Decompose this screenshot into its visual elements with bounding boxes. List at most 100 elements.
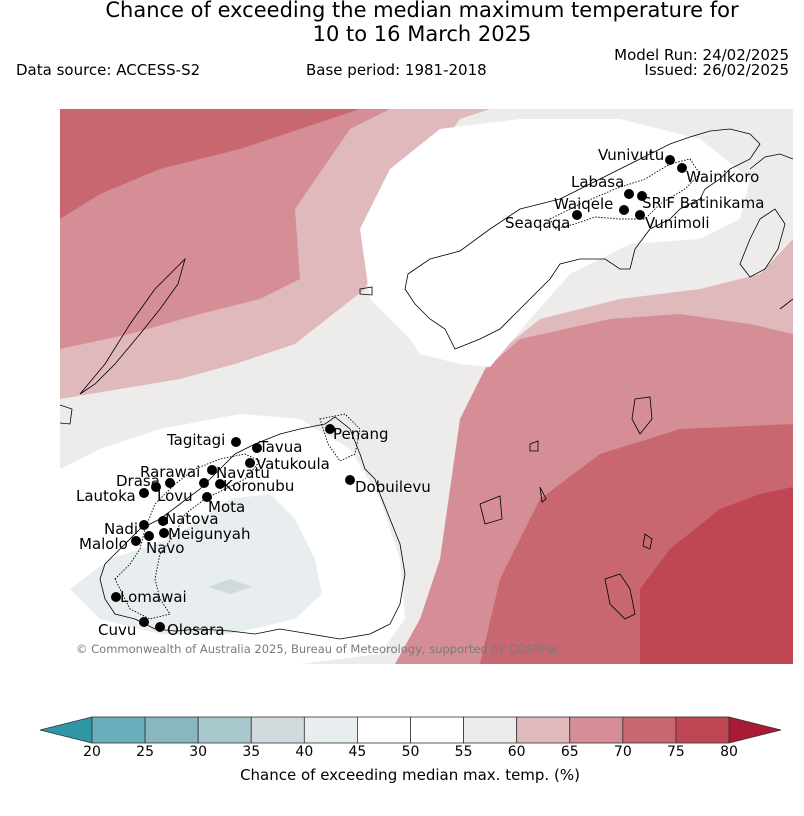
colorbar-segment <box>144 716 199 744</box>
location-label: Lautoka <box>76 487 136 505</box>
small-islet-2 <box>529 440 539 452</box>
location-label: Navo <box>146 539 184 557</box>
marker-cuvu <box>139 617 149 627</box>
yasawa-coast <box>79 257 186 395</box>
viti-levu-coast <box>99 416 406 640</box>
location-label: Tavua <box>258 438 302 456</box>
location-label: Drasa <box>116 472 160 490</box>
colorbar-tick-label: 75 <box>666 744 685 760</box>
colorbar-segment <box>569 716 624 744</box>
small-islet-4 <box>642 533 653 550</box>
band-75-80 <box>640 487 793 664</box>
colorbar-tick-label: 60 <box>507 744 526 760</box>
colorbar-segment <box>91 716 146 744</box>
colorbar-title: Chance of exceeding median max. temp. (%… <box>240 766 580 784</box>
location-label: Vunivutu <box>598 146 664 164</box>
ra-district-outline <box>319 413 361 462</box>
taveuni-coast <box>739 208 786 278</box>
marker-wainikoro <box>677 163 687 173</box>
colorbar-tick-label: 35 <box>242 744 261 760</box>
lau-islet-2 <box>479 495 503 525</box>
colorbar-tick-label: 40 <box>295 744 314 760</box>
vanua-levu-district-outline <box>549 158 701 230</box>
marker-lomawai <box>111 592 121 602</box>
colorbar-segment <box>622 716 677 744</box>
marker-navatu <box>199 478 209 488</box>
location-label: Meigunyah <box>168 525 250 543</box>
marker-navo <box>144 531 154 541</box>
band-45-55-north <box>360 119 750 367</box>
location-label: Tagitagi <box>166 431 225 449</box>
marker-natova <box>158 516 168 526</box>
west-islet <box>60 404 73 425</box>
colorbar-tick-label: 20 <box>83 744 101 760</box>
issued-label: Issued: 26/02/2025 <box>644 61 789 79</box>
marker-waiqele <box>619 205 629 215</box>
colorbar-segment <box>675 716 730 744</box>
marker-vatukoula <box>245 458 255 468</box>
base-period-label: Base period: 1981-2018 <box>306 61 487 79</box>
marker-olosara <box>155 622 165 632</box>
east-islets-coast <box>749 153 793 310</box>
location-label: Labasa <box>571 173 624 191</box>
location-label: Lovu <box>157 487 193 505</box>
small-islet-3 <box>539 486 547 503</box>
marker-tagitagi <box>231 437 241 447</box>
colorbar-tick-label: 50 <box>401 744 420 760</box>
marker-vunivutu <box>665 155 675 165</box>
lau-islet-1 <box>631 396 653 435</box>
location-label: Vunimoli <box>645 214 710 232</box>
location-label: Malolo <box>79 535 128 553</box>
title-line-1: Chance of exceeding the median maximum t… <box>105 0 739 22</box>
colorbar-tick-label: 25 <box>136 744 154 760</box>
kadavu-coast <box>604 573 636 620</box>
marker-seaqaqa <box>572 210 582 220</box>
colorbar-tick-label: 80 <box>720 744 738 760</box>
colorbar-segment <box>516 716 571 744</box>
location-label: Lomawai <box>120 588 187 606</box>
colorbar-segment <box>303 716 358 744</box>
location-label: SRIF Batinikama <box>642 194 764 212</box>
location-label: Cuvu <box>98 621 136 639</box>
location-label: Koronubu <box>223 477 294 495</box>
colorbar-segment <box>410 716 464 744</box>
copyright-note: © Commonwealth of Australia 2025, Bureau… <box>76 642 560 656</box>
colorbar-segment <box>463 716 518 744</box>
colorbar-tick-label: 30 <box>189 744 208 760</box>
colorbar-segment <box>357 716 411 744</box>
vanua-levu-coast <box>404 128 761 350</box>
marker-malolo <box>131 536 141 546</box>
colorbar-tick-label: 45 <box>348 744 367 760</box>
marker-mota <box>202 492 212 502</box>
small-islet-1 <box>359 286 373 296</box>
colorbar-segment <box>250 716 305 744</box>
marker-lovu <box>151 482 161 492</box>
marker-srif-batinikama <box>637 191 647 201</box>
location-label: Rarawai <box>140 463 200 481</box>
marker-dobuilevu <box>345 475 355 485</box>
colorbar-over-arrow <box>728 716 782 744</box>
colorbar <box>39 716 782 744</box>
marker-tavua <box>252 443 262 453</box>
band-70-75-nw <box>60 109 360 219</box>
marker-labasa <box>624 189 634 199</box>
marker-nadi <box>139 520 149 530</box>
colorbar-tick-label: 70 <box>613 744 632 760</box>
marker-vunimoli <box>635 210 645 220</box>
title-line-2: 10 to 16 March 2025 <box>312 22 532 46</box>
location-label: Natova <box>165 510 219 528</box>
marker-penang <box>325 424 335 434</box>
viti-levu-district-outline <box>114 453 261 620</box>
colorbar-under-arrow <box>39 716 93 744</box>
location-label: Waiqele <box>554 195 613 213</box>
map-title: Chance of exceeding the median maximum t… <box>0 0 804 46</box>
colorbar-tick-label: 55 <box>454 744 473 760</box>
location-label: Dobuilevu <box>355 478 431 496</box>
location-label: Vatukoula <box>256 455 330 473</box>
location-label: Wainikoro <box>686 168 759 186</box>
marker-lautoka <box>139 488 149 498</box>
location-label: Olosara <box>167 621 225 639</box>
colorbar-tick-label: 65 <box>560 744 579 760</box>
location-label: Navatu <box>216 464 270 482</box>
data-source-label: Data source: ACCESS-S2 <box>16 61 201 79</box>
